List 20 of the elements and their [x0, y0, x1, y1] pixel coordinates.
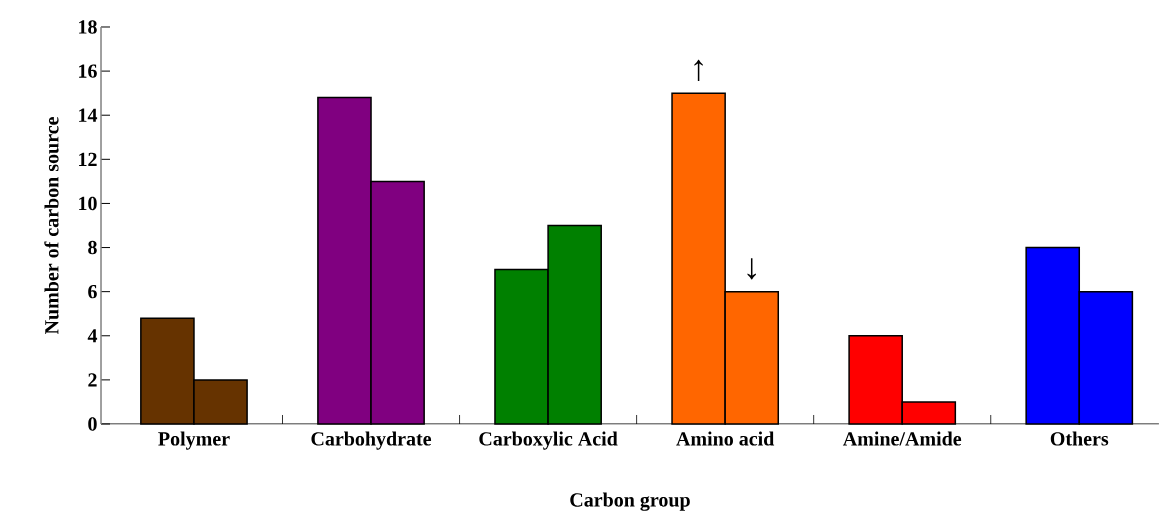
y-tick-label: 6 [88, 284, 97, 299]
annotation: ↓ [747, 258, 756, 280]
annotation: ↑ [694, 59, 703, 81]
y-tick-label: 16 [79, 64, 97, 78]
y-tick-label: 2 [88, 373, 97, 387]
y-tick-label: 10 [79, 196, 97, 211]
x-tick-label: Others [1050, 431, 1109, 446]
x-tick-label: Polymer [158, 431, 230, 450]
y-axis-title: Number of carbon source [44, 117, 59, 335]
x-tick-label: Carbohydrate [311, 431, 432, 450]
x-tick-label: Carboxylic Acid [479, 431, 618, 450]
y-tick-label: 8 [88, 240, 97, 255]
y-tick-label: 14 [79, 108, 98, 122]
y-tick-label: 0 [88, 417, 97, 431]
y-tick-label: 12 [79, 152, 97, 166]
x-tick-label: Amine/Amide [842, 431, 962, 446]
y-tick-label: 18 [79, 20, 97, 34]
x-tick-label: Amino acid [676, 431, 775, 446]
y-tick-label: 4 [87, 329, 98, 343]
x-axis-title: Carbon group [570, 492, 690, 511]
